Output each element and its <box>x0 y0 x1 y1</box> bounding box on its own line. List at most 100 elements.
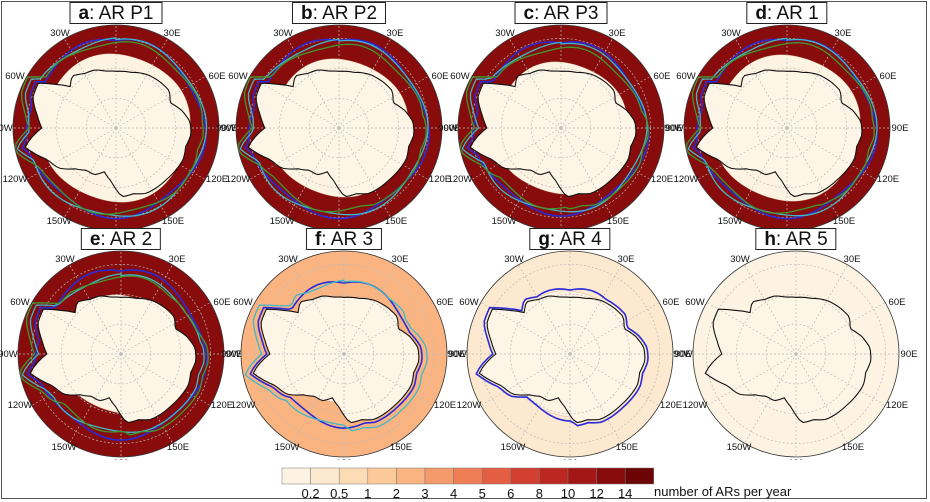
contour-blue <box>21 38 207 220</box>
lon-label-120w: 120W <box>674 174 699 185</box>
antarctica-land <box>696 70 862 197</box>
coastline <box>247 69 415 198</box>
contour-cyan <box>244 279 428 432</box>
lon-label-30e: 30E <box>835 28 852 39</box>
lon-label-60e: 60E <box>432 71 449 82</box>
panel-letter: e <box>89 229 101 250</box>
lon-label-30w: 30W <box>504 254 524 265</box>
lon-label-150e: 150E <box>842 442 864 453</box>
lon-label-180: 180 <box>562 458 578 460</box>
lon-label-30e: 30E <box>164 28 181 39</box>
map-panel-e: 30W30E60W60E90W90E120W120E150W150E180 <box>0 250 243 460</box>
antarctica-land <box>253 296 419 423</box>
colorbar-swatch <box>453 467 483 485</box>
lon-label-60w: 60W <box>685 297 705 308</box>
contour-green <box>459 46 649 210</box>
panel-name: : AR 4 <box>549 229 602 250</box>
lon-label-60w: 60W <box>10 297 30 308</box>
map-border <box>17 250 225 458</box>
colorbar-tick-label: 4 <box>450 486 457 501</box>
colorbar-tick-label: 2 <box>393 486 400 501</box>
panel-title-f: f: AR 3 <box>305 228 383 250</box>
lon-label-60e: 60E <box>214 297 231 308</box>
map-border <box>466 250 674 458</box>
colorbar-swatch <box>624 467 655 485</box>
lon-label-30w: 30W <box>495 28 515 39</box>
contour-green <box>237 43 427 213</box>
lon-label-150w: 150W <box>47 216 72 227</box>
lon-label-90w: 90W <box>216 123 236 134</box>
lon-label-120e: 120E <box>886 400 908 411</box>
lon-label-150e: 150E <box>607 216 629 227</box>
antarctica-land <box>470 70 636 197</box>
colorbar-swatch <box>281 467 311 485</box>
lon-label-150w: 150W <box>275 442 300 453</box>
lon-label-120w: 120W <box>457 400 482 411</box>
colorbar-tick-label: 0.5 <box>330 486 348 501</box>
panel-title-h: h: AR 5 <box>755 228 837 250</box>
lon-label-150w: 150W <box>270 216 295 227</box>
contour-cyan <box>687 37 878 217</box>
colorbar-tick-label: 14 <box>618 486 632 501</box>
panel-title-d: d: AR 1 <box>746 2 828 24</box>
colorbar-swatch <box>367 467 397 485</box>
colorbar-tick-label: 6 <box>507 486 514 501</box>
lon-label-60e: 60E <box>654 71 671 82</box>
lon-label-120e: 120E <box>206 174 228 185</box>
lon-label-30e: 30E <box>387 28 404 39</box>
panel-name: : AR 1 <box>766 3 819 24</box>
lon-label-30e: 30E <box>618 254 635 265</box>
antarctica-land <box>30 296 196 423</box>
contour-blue <box>244 38 430 220</box>
colorbar: 0.2 0.5 1 2 3 4 5 6 8 10 12 14 <box>281 467 655 501</box>
colorbar-tick-label: 10 <box>561 486 575 501</box>
colorbar-swatch <box>596 467 626 485</box>
lon-label-180: 180 <box>788 458 804 460</box>
lon-label-150w: 150W <box>727 442 752 453</box>
colorbar-swatch <box>539 467 569 485</box>
antarctica-land <box>705 296 871 423</box>
map-panel-f: 30W30E60W60E90W90E120W120E150W150E180 <box>221 250 465 460</box>
coastline <box>695 69 863 198</box>
lon-label-180: 180 <box>336 458 352 460</box>
lon-label-90e: 90E <box>221 123 238 134</box>
contour-green <box>19 275 209 436</box>
colorbar-swatch <box>510 467 540 485</box>
antarctica-land <box>479 296 645 423</box>
contour-blue <box>26 269 208 441</box>
lon-label-150w: 150W <box>52 442 77 453</box>
panel-title-a: a: AR P1 <box>69 2 163 24</box>
lon-label-90e: 90E <box>226 349 243 360</box>
lon-label-30w: 30W <box>55 254 75 265</box>
lon-label-30w: 30W <box>721 28 741 39</box>
panel-name: : AR P3 <box>534 3 599 24</box>
lon-label-60e: 60E <box>889 297 906 308</box>
lon-label-120w: 120W <box>448 174 473 185</box>
graticule <box>241 251 447 457</box>
coastline <box>469 69 637 198</box>
coastline <box>478 295 646 424</box>
lon-label-90e: 90E <box>444 123 461 134</box>
colorbar-tick-label: 12 <box>589 486 603 501</box>
panel-name: : AR 3 <box>321 229 374 250</box>
lon-label-90w: 90W <box>664 123 684 134</box>
panel-name: : AR P1 <box>89 3 154 24</box>
colorbar-swatch <box>481 467 512 485</box>
colorbar-title: number of ARs per year <box>654 484 792 499</box>
lon-label-150e: 150E <box>833 216 855 227</box>
panel-letter: h <box>764 229 776 250</box>
lon-label-60w: 60W <box>450 71 470 82</box>
map-panel-h: 30W30E60W60E90W90E120W120E150W150E180 <box>673 250 917 460</box>
lon-label-60w: 60W <box>233 297 253 308</box>
lon-label-120w: 120W <box>8 400 33 411</box>
lon-label-60w: 60W <box>676 71 696 82</box>
lon-label-120w: 120W <box>3 174 28 185</box>
contour-green <box>14 41 204 215</box>
lon-label-30e: 30E <box>392 254 409 265</box>
colorbar-tick-label: 5 <box>479 486 486 501</box>
lon-label-120e: 120E <box>660 400 682 411</box>
lon-label-90w: 90W <box>0 349 18 360</box>
lon-label-30w: 30W <box>273 28 293 39</box>
lon-label-120e: 120E <box>877 174 899 185</box>
